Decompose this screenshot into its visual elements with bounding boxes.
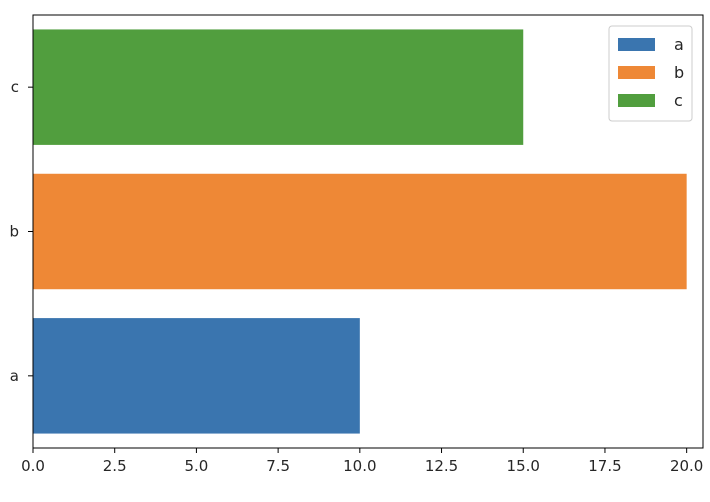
bar-b [33, 173, 687, 290]
x-tick-label: 2.5 [103, 457, 127, 475]
bar-c [33, 29, 524, 145]
y-tick-label: b [9, 223, 19, 241]
x-tick-label: 15.0 [507, 457, 540, 475]
y-tick-label: c [11, 78, 19, 96]
x-tick-label: 12.5 [425, 457, 458, 475]
x-tick-label: 20.0 [670, 457, 703, 475]
x-tick-label: 0.0 [21, 457, 45, 475]
x-tick-label: 17.5 [588, 457, 621, 475]
legend-swatch-a [618, 38, 655, 51]
legend-swatch-b [618, 66, 655, 79]
bars-group [33, 29, 687, 434]
legend-swatch-c [618, 94, 655, 107]
bar-a [33, 318, 360, 434]
x-tick-label: 10.0 [343, 457, 376, 475]
x-tick-label: 5.0 [184, 457, 208, 475]
y-axis: a b c [9, 78, 33, 385]
x-tick-label: 7.5 [266, 457, 290, 475]
y-tick-label: a [10, 367, 19, 385]
legend: abc [608, 25, 693, 122]
legend-label-c: c [674, 91, 683, 110]
x-axis: 0.0 2.5 5.0 7.5 10.0 12.5 15.0 17.5 20.0 [21, 448, 703, 475]
legend-label-b: b [674, 63, 684, 82]
legend-label-a: a [674, 35, 684, 54]
